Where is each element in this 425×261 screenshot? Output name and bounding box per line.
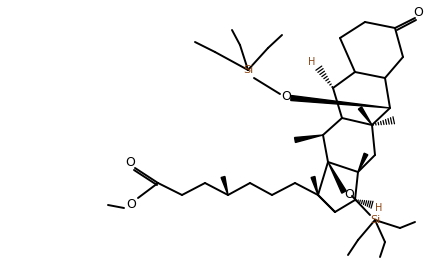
Text: Si: Si — [370, 215, 380, 225]
Text: O: O — [126, 199, 136, 211]
Polygon shape — [295, 135, 323, 143]
Polygon shape — [328, 162, 346, 193]
Polygon shape — [358, 107, 372, 125]
Text: H: H — [308, 57, 316, 67]
Polygon shape — [221, 176, 228, 195]
Text: O: O — [281, 91, 291, 104]
Text: Si: Si — [243, 65, 253, 75]
Text: H: H — [375, 203, 382, 213]
Polygon shape — [358, 153, 368, 172]
Text: O: O — [413, 7, 423, 20]
Text: O: O — [125, 156, 135, 169]
Polygon shape — [291, 96, 390, 108]
Text: O: O — [344, 188, 354, 201]
Polygon shape — [311, 176, 318, 195]
